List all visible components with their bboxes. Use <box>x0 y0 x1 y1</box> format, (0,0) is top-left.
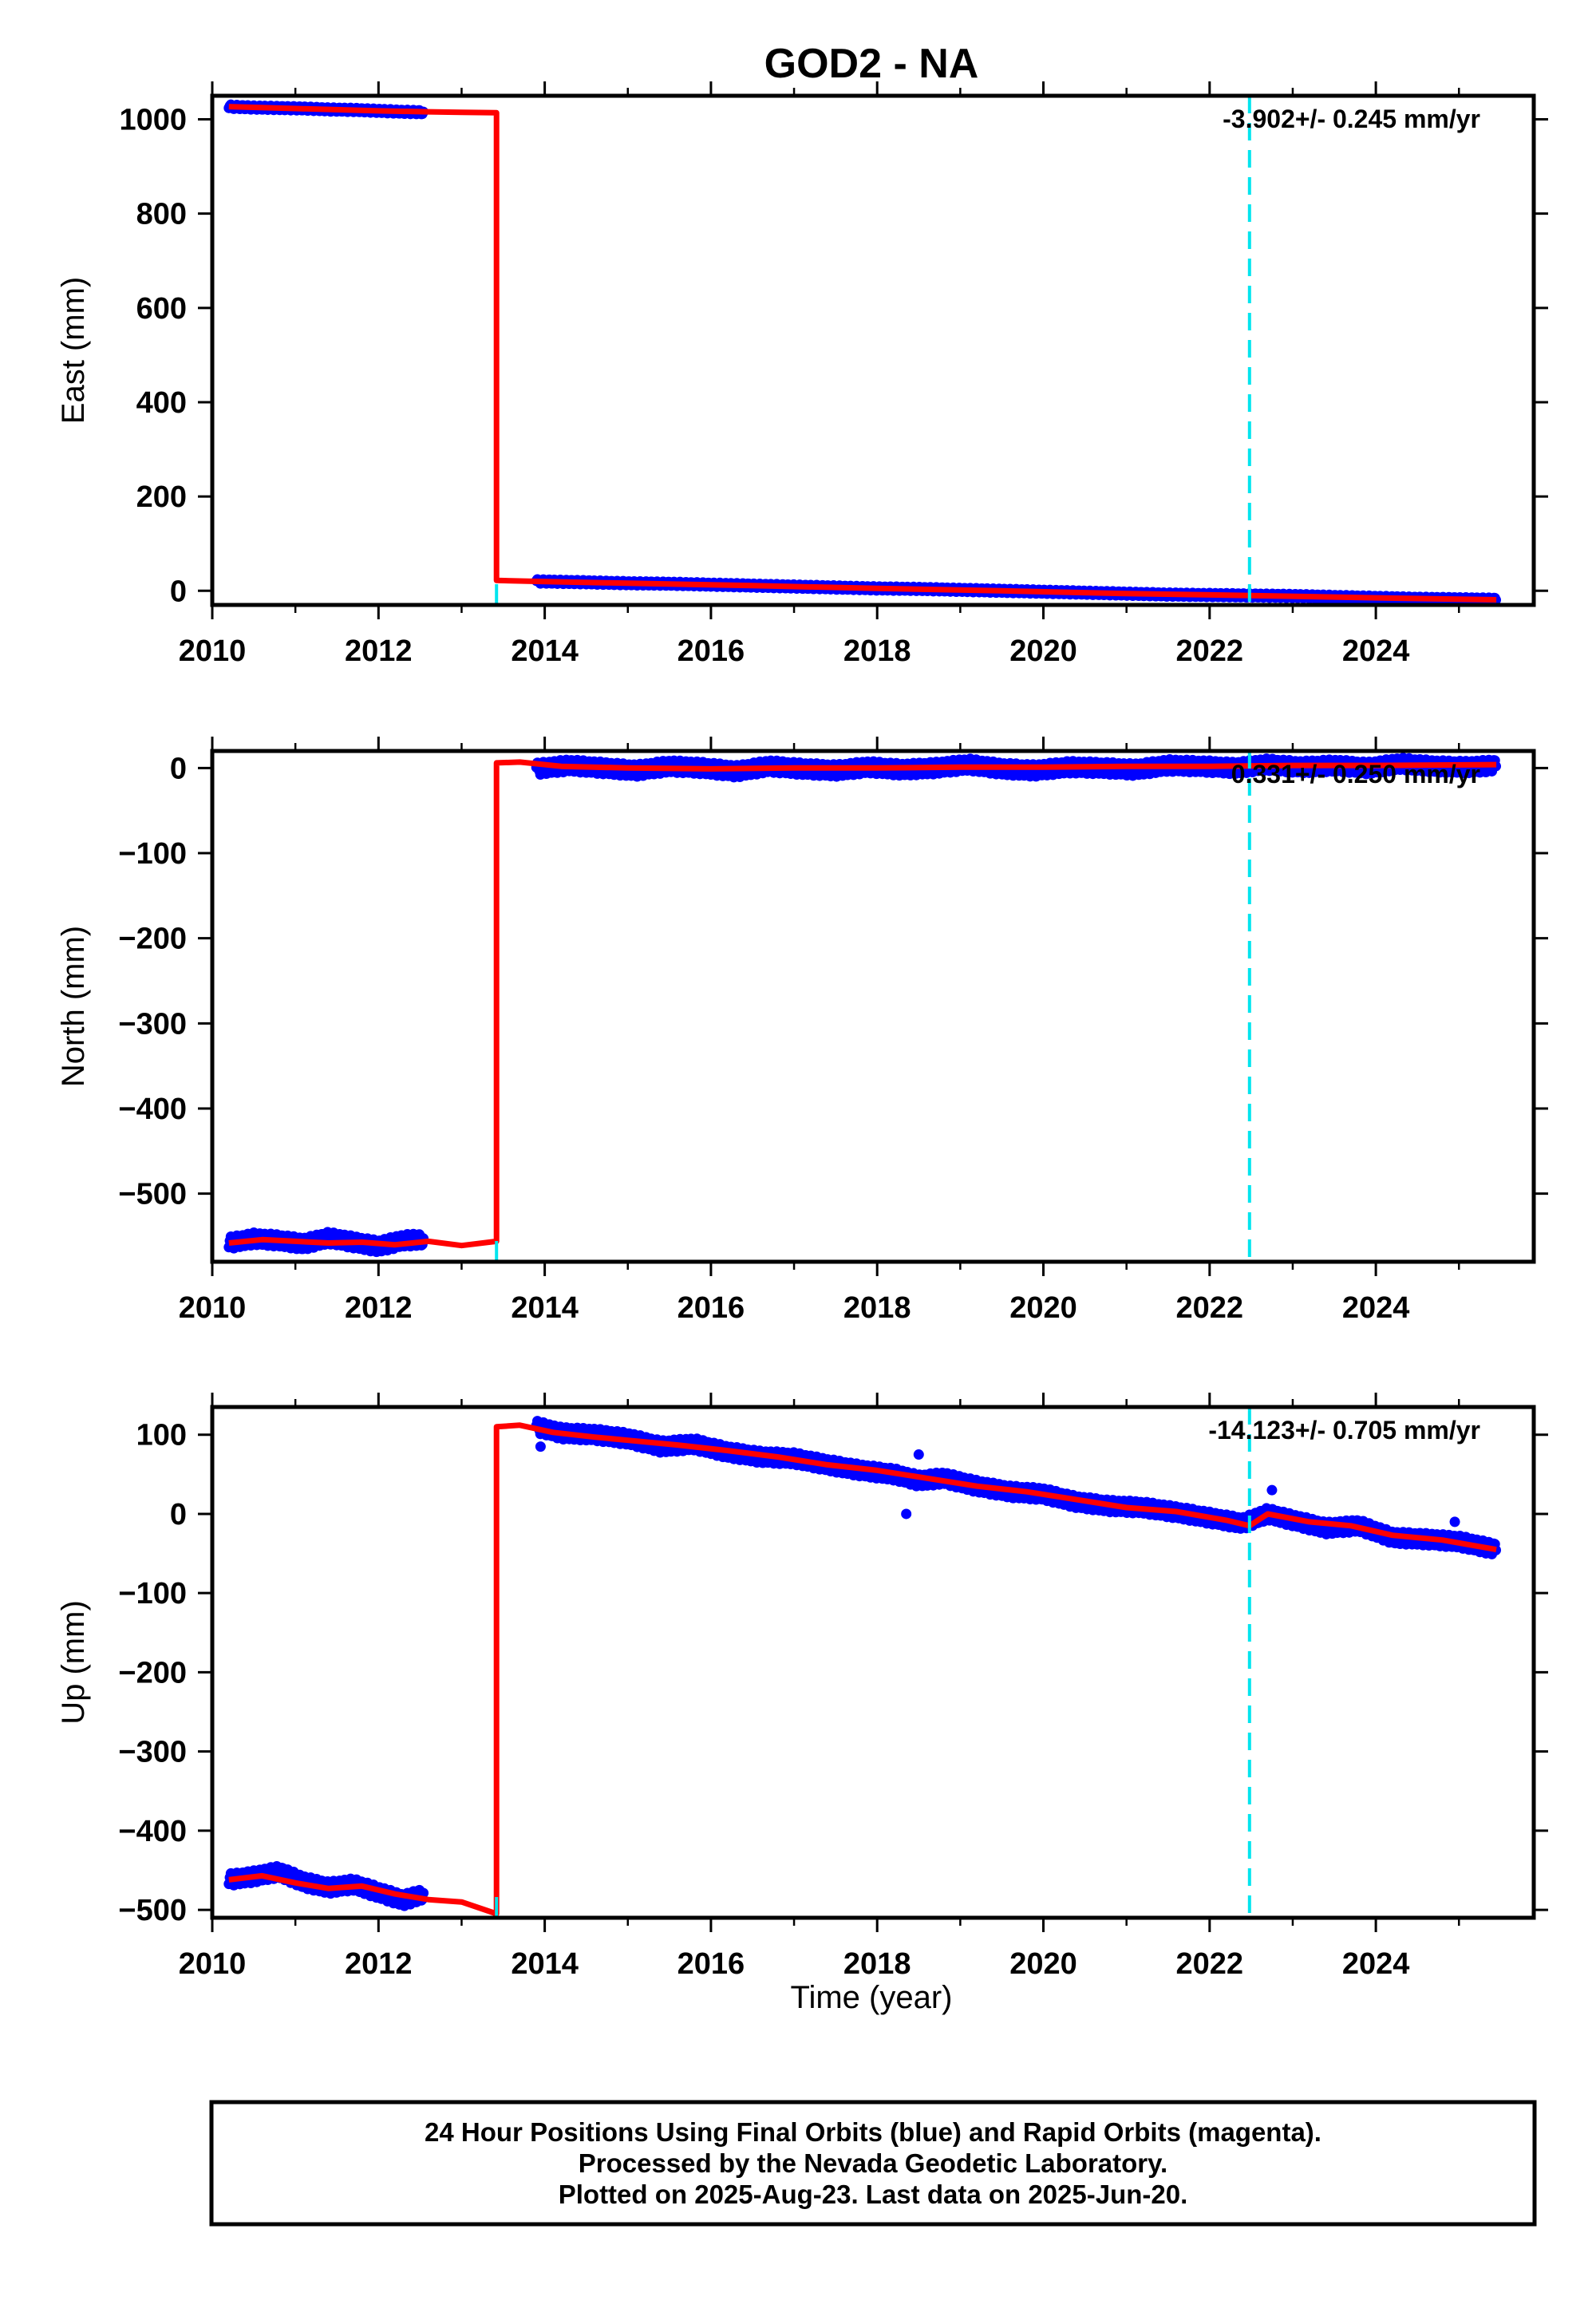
east-x-tick-label: 2014 <box>511 634 579 668</box>
up-data-point <box>1266 1484 1278 1496</box>
panel-east: 2010 2012 2014 2016 2018 2020 2022 2024 0 200 400 6… <box>56 81 1548 668</box>
up-y-tick-label: −300 <box>118 1736 187 1769</box>
east-x-tick-label: 2018 <box>843 634 911 668</box>
north-x-tick-label: 2024 <box>1342 1291 1410 1325</box>
north-x-tick-label: 2014 <box>511 1291 579 1325</box>
north-frame <box>210 749 1536 1264</box>
footer-box: 24 Hour Positions Using Final Orbits (bl… <box>209 2100 1537 2227</box>
up-data-point <box>913 1449 924 1460</box>
up-x-tick-label: 2024 <box>1342 1947 1410 1981</box>
north-x-tick-label: 2012 <box>345 1291 413 1325</box>
up-rate-label: -14.123+/- 0.705 mm/yr <box>1208 1416 1480 1445</box>
up-x-tick-label: 2010 <box>179 1947 247 1981</box>
north-y-tick-label: −500 <box>118 1178 187 1211</box>
footer-line-2: Processed by the Nevada Geodetic Laborat… <box>579 2148 1167 2178</box>
panel-up: 2010 2012 2014 2016 2018 2020 2022 2024 100 0 −100… <box>56 1393 1548 1981</box>
north-model-line <box>228 759 1497 1249</box>
north-y-tick-label: 0 <box>170 752 187 785</box>
up-y-tick-label: 0 <box>170 1498 187 1531</box>
up-y-axis-label: Up (mm) <box>56 1600 91 1725</box>
up-x-tick-label: 2022 <box>1176 1947 1244 1981</box>
up-x-tick-label: 2016 <box>678 1947 745 1981</box>
east-x-tick-label: 2022 <box>1176 634 1244 668</box>
east-frame <box>210 93 1536 607</box>
north-x-tick-label: 2010 <box>179 1291 247 1325</box>
east-model-line <box>228 104 1497 603</box>
up-y-tick-label: −400 <box>118 1815 187 1848</box>
east-x-tick-label: 2020 <box>1009 634 1077 668</box>
east-y-tick-label: 400 <box>136 386 187 420</box>
north-y-tick-label: −300 <box>118 1007 187 1041</box>
east-y-tick-label: 0 <box>170 575 187 608</box>
footer-line-3: Plotted on 2025-Aug-23. Last data on 202… <box>559 2180 1188 2209</box>
north-x-tick-label: 2022 <box>1176 1291 1244 1325</box>
up-y-tick-label: −100 <box>118 1577 187 1611</box>
up-y-tick-label: −200 <box>118 1656 187 1690</box>
panel-north: 2010 2012 2014 2016 2018 2020 2022 2024 0 −100 −20… <box>56 737 1548 1325</box>
up-x-tick-label: 2020 <box>1009 1947 1077 1981</box>
up-data-point <box>901 1508 912 1520</box>
north-x-tick-label: 2020 <box>1009 1291 1077 1325</box>
north-x-tick-label: 2016 <box>678 1291 745 1325</box>
east-rate-label: -3.902+/- 0.245 mm/yr <box>1223 105 1480 133</box>
north-x-tick-label: 2018 <box>843 1291 911 1325</box>
east-y-axis-label: East (mm) <box>56 277 91 424</box>
east-y-tick-label: 200 <box>136 480 187 514</box>
x-axis-label: Time (year) <box>791 1980 953 2015</box>
east-x-tick-label: 2024 <box>1342 634 1410 668</box>
chart-title: GOD2 - NA <box>764 41 979 87</box>
north-y-axis-label: North (mm) <box>56 926 91 1087</box>
north-y-tick-label: −400 <box>118 1093 187 1126</box>
north-rate-label: 0.331+/- 0.250 mm/yr <box>1231 760 1480 788</box>
east-y-tick-label: 800 <box>136 198 187 231</box>
up-model-line <box>228 1422 1497 1917</box>
north-y-tick-label: −100 <box>118 837 187 871</box>
up-y-tick-label: −500 <box>118 1894 187 1927</box>
east-x-tick-label: 2012 <box>345 634 413 668</box>
up-frame <box>210 1405 1536 1920</box>
east-x-tick-label: 2016 <box>678 634 745 668</box>
footer-line-1: 24 Hour Positions Using Final Orbits (bl… <box>425 2117 1321 2147</box>
east-x-tick-label: 2010 <box>179 634 247 668</box>
up-x-tick-label: 2012 <box>345 1947 413 1981</box>
east-y-tick-label: 600 <box>136 292 187 326</box>
up-data-point <box>535 1441 546 1452</box>
north-y-tick-label: −200 <box>118 923 187 956</box>
up-y-tick-label: 100 <box>136 1419 187 1452</box>
east-y-tick-label: 1000 <box>119 104 187 137</box>
up-x-tick-label: 2014 <box>511 1947 579 1981</box>
up-data-point <box>1449 1516 1460 1528</box>
up-x-tick-label: 2018 <box>843 1947 911 1981</box>
